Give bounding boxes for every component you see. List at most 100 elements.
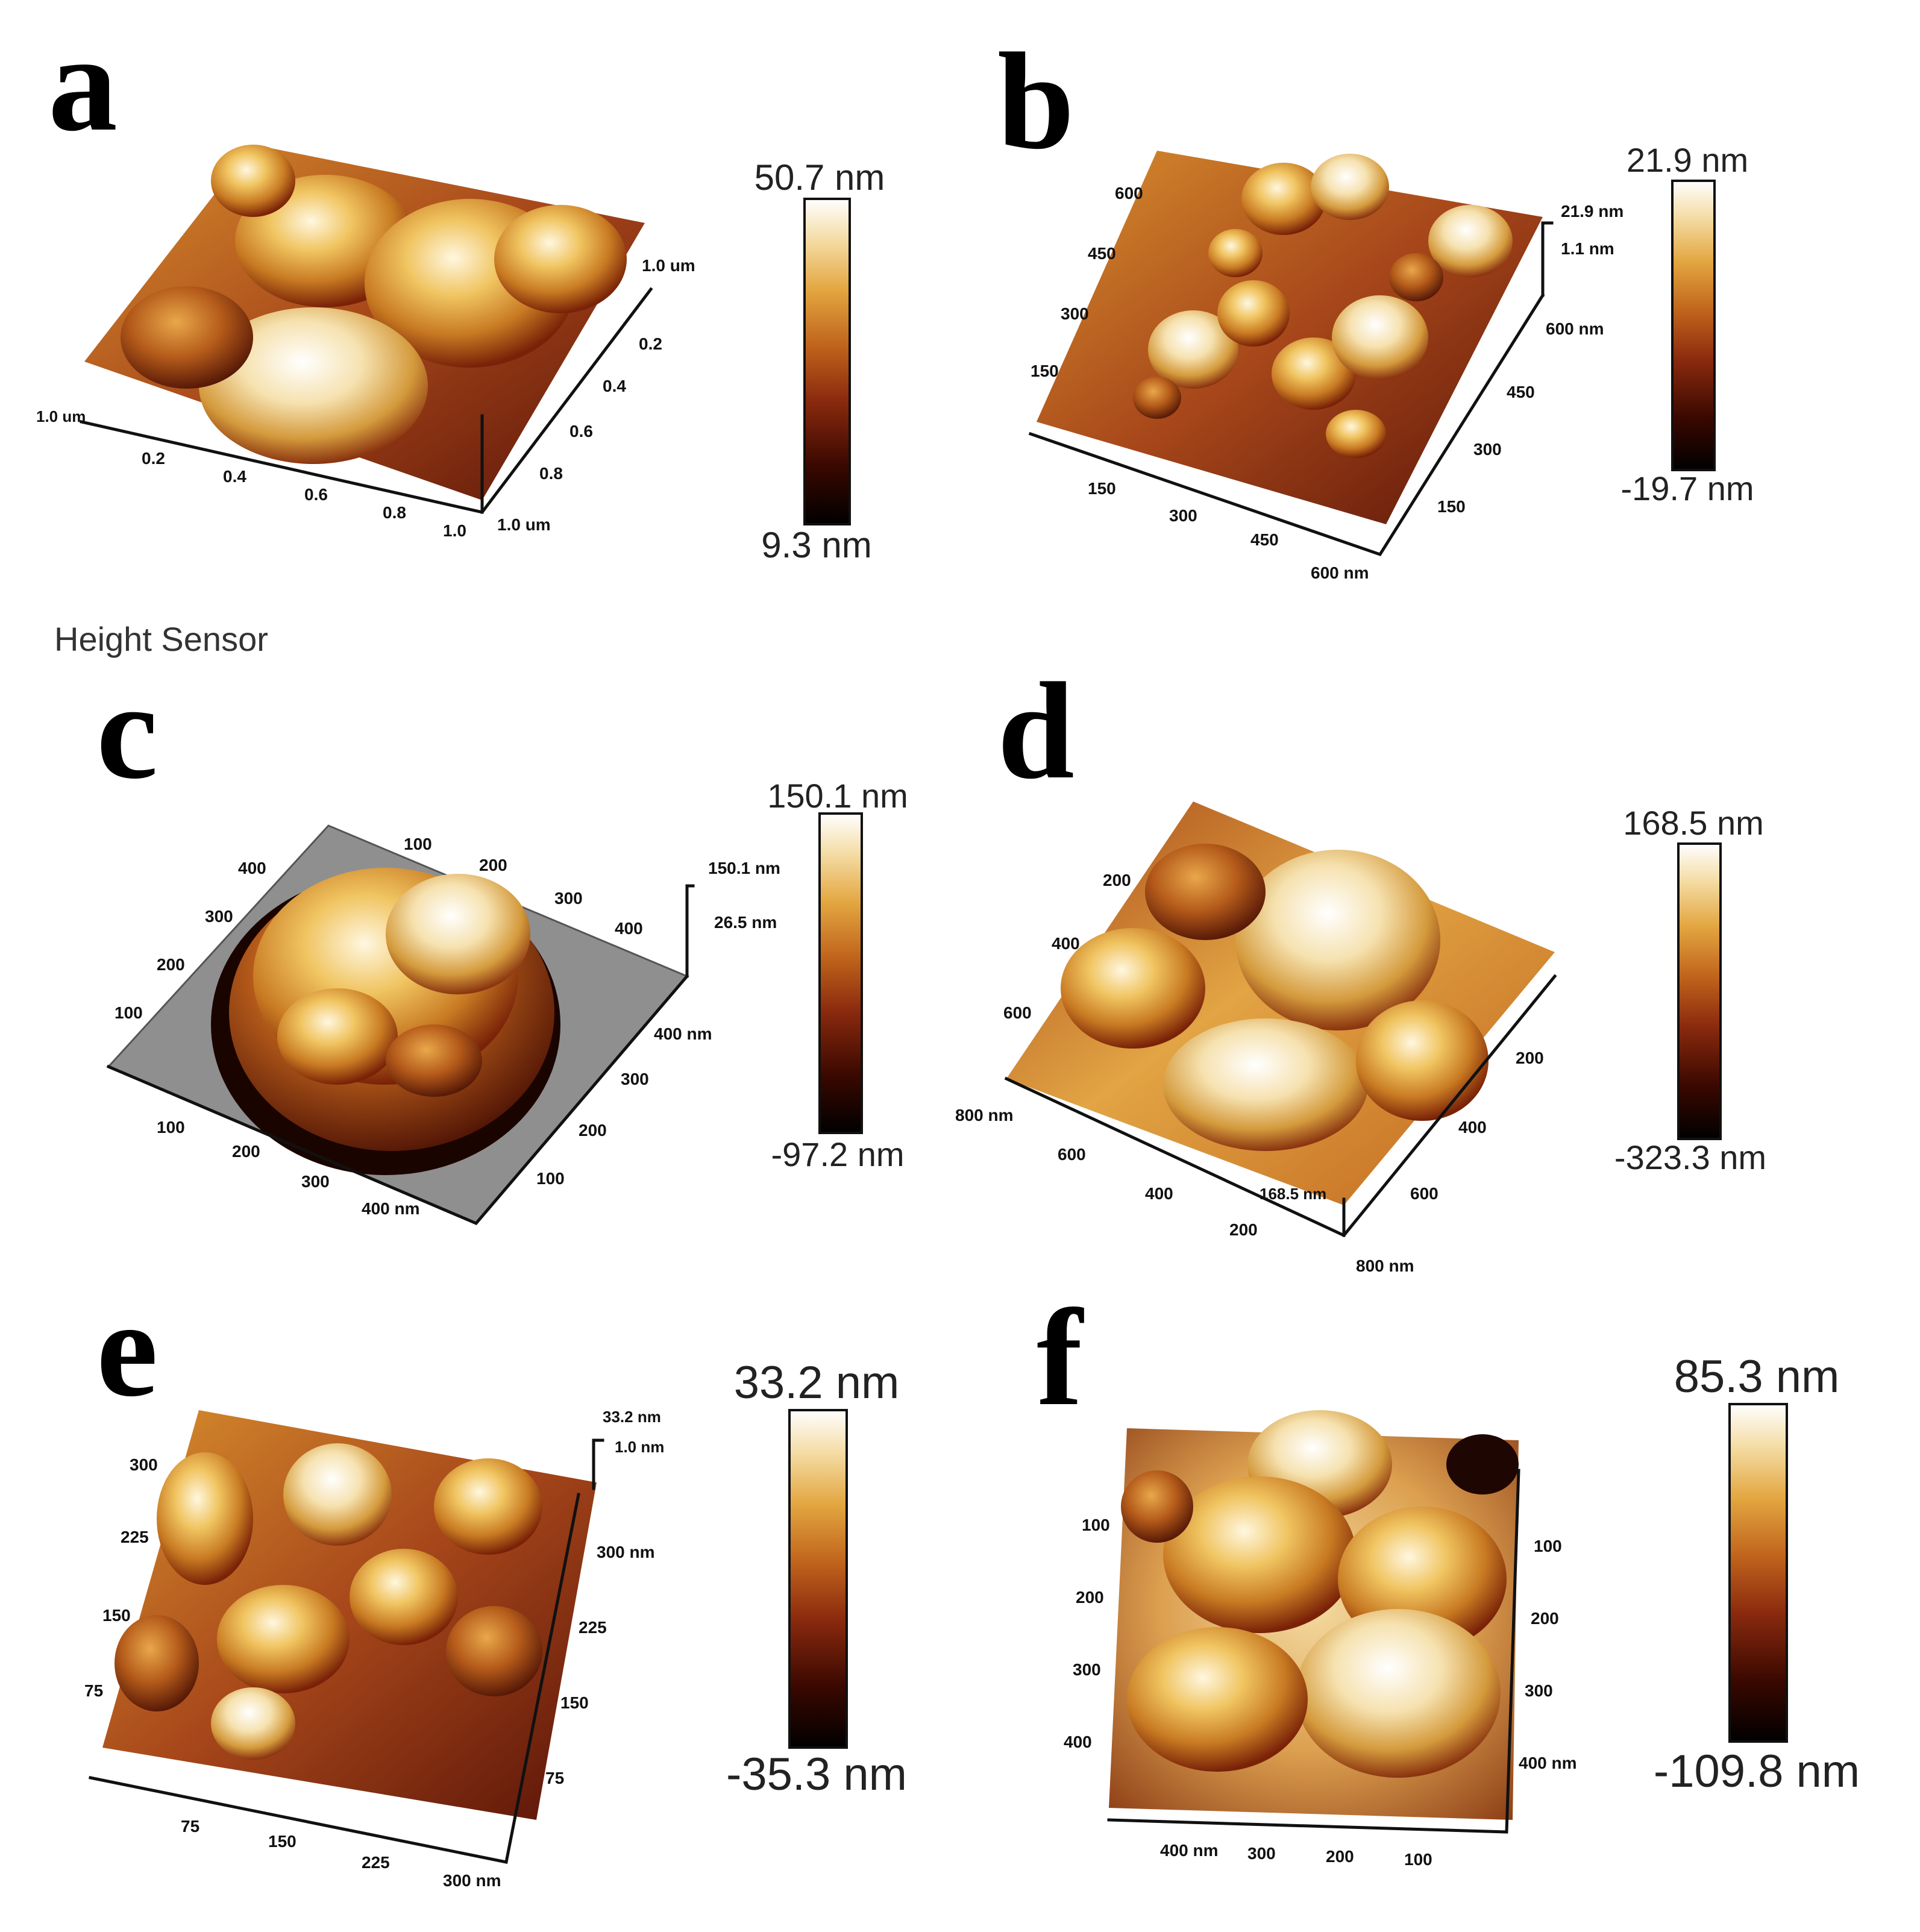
x-tick-f-2: 200 <box>1326 1847 1354 1866</box>
colorbar-max-e: 33.2 nm <box>734 1357 900 1408</box>
panel-c: c 100 200 300 400 400 300 200 100 100 20… <box>96 654 908 1226</box>
back-tick-c-2: 300 <box>554 889 583 908</box>
left-tick-c-3: 400 <box>238 859 266 877</box>
panel-f: f 100 200 300 400 100 200 300 400 nm 400… <box>1037 1281 1860 1869</box>
x-tick-c-0: 100 <box>157 1118 185 1137</box>
x-tick-f-1: 300 <box>1247 1844 1276 1863</box>
x-tick-d-0: 200 <box>1229 1220 1258 1239</box>
corner-left-label-a: 1.0 um <box>36 407 86 425</box>
colorbar-min-d: -323.3 nm <box>1614 1138 1766 1176</box>
left-tick-c-1: 200 <box>157 955 185 974</box>
y-tick-c-3: 400 nm <box>654 1024 712 1043</box>
colorbar-c: 150.1 nm -97.2 nm <box>767 777 908 1173</box>
axes-d <box>1004 974 1557 1238</box>
x-tick-f-3: 100 <box>1404 1850 1432 1869</box>
left-tick-e-1: 150 <box>102 1606 131 1625</box>
x-tick-a-2: 0.6 <box>304 485 328 504</box>
x-tick-b-3: 600 nm <box>1311 563 1369 582</box>
y-tick-e-0: 75 <box>545 1769 564 1787</box>
colorbar-a: 50.7 nm 9.3 nm <box>755 157 885 565</box>
y-tick-f-0: 100 <box>1534 1537 1562 1555</box>
y-tick-a-1: 0.4 <box>603 377 626 395</box>
colorbar-d: 168.5 nm -323.3 nm <box>1614 804 1766 1176</box>
left-tick-b-0: 150 <box>1031 362 1059 380</box>
colorbar-max-a: 50.7 nm <box>755 157 885 198</box>
y-tick-c-2: 300 <box>621 1070 649 1088</box>
back-tick-c-3: 400 <box>615 919 643 938</box>
left-tick-b-1: 300 <box>1061 304 1089 323</box>
panel-letter-e: e <box>96 1272 158 1425</box>
left-tick-f-0: 100 <box>1082 1516 1110 1534</box>
y-tick-a-0: 0.2 <box>639 334 662 353</box>
panel-letter-a: a <box>48 6 118 160</box>
colorbar-max-c: 150.1 nm <box>767 777 908 815</box>
left-tick-d-1: 400 <box>1052 934 1080 953</box>
y-tick-b-2: 450 <box>1507 383 1535 401</box>
surface-d <box>1006 801 1555 1205</box>
x-tick-e-0: 75 <box>181 1817 199 1836</box>
surface-e <box>102 1410 597 1820</box>
y-tick-f-1: 200 <box>1531 1609 1559 1628</box>
axes-a <box>80 287 653 514</box>
panel-letter-d: d <box>997 654 1075 808</box>
x-tick-e-2: 225 <box>362 1853 390 1872</box>
axes-f <box>1107 1469 1520 1834</box>
z-scale-max-b: 21.9 nm <box>1561 202 1624 221</box>
z-scale-min-c: 26.5 nm <box>714 913 777 932</box>
panel-letter-c: c <box>96 654 158 808</box>
panel-a: a 1.0 um 0.2 0.4 0.6 0.8 1.0 0.2 0.4 0.6… <box>36 6 885 565</box>
z-label-d: 168.5 nm <box>1260 1185 1326 1203</box>
colorbar-b: 21.9 nm -19.7 nm <box>1621 141 1754 507</box>
left-tick-f-3: 400 <box>1064 1733 1092 1751</box>
x-tick-b-0: 150 <box>1088 479 1116 498</box>
y-tick-b-1: 300 <box>1473 440 1502 459</box>
panel-letter-f: f <box>1037 1281 1084 1434</box>
y-tick-c-0: 100 <box>536 1169 565 1188</box>
left-tick-d-0: 200 <box>1103 871 1131 889</box>
colorbar-f: 85.3 nm -109.8 nm <box>1654 1351 1860 1797</box>
x-tick-e-3: 300 nm <box>443 1871 501 1890</box>
x-tick-c-2: 300 <box>301 1172 330 1191</box>
x-tick-d-3: 800 nm <box>955 1106 1014 1124</box>
x-tick-a-1: 0.4 <box>223 467 246 486</box>
axes-e <box>89 1438 604 1864</box>
colorbar-max-d: 168.5 nm <box>1623 804 1764 842</box>
left-tick-d-2: 600 <box>1003 1003 1032 1022</box>
x-tick-a-4: 1.0 <box>443 521 466 540</box>
axes-c <box>106 884 695 1226</box>
left-tick-f-1: 200 <box>1076 1588 1104 1607</box>
y-tick-b-0: 150 <box>1437 497 1466 516</box>
x-tick-e-1: 150 <box>268 1832 296 1851</box>
axes-b <box>1028 221 1554 557</box>
colorbar-max-b: 21.9 nm <box>1627 141 1748 179</box>
colorbar-min-c: -97.2 nm <box>771 1135 905 1173</box>
back-tick-c-1: 200 <box>479 856 507 874</box>
x-tick-c-1: 200 <box>232 1142 260 1161</box>
left-tick-c-2: 300 <box>205 907 233 926</box>
left-tick-c-0: 100 <box>115 1003 143 1022</box>
x-tick-c-3: 400 nm <box>362 1199 420 1218</box>
x-tick-f-0: 400 nm <box>1160 1841 1219 1860</box>
x-tick-a-0: 0.2 <box>142 449 165 468</box>
left-tick-e-0: 75 <box>84 1681 103 1700</box>
panel-letter-b: b <box>997 24 1075 178</box>
x-tick-d-2: 600 <box>1058 1145 1086 1164</box>
y-tick-c-1: 200 <box>579 1121 607 1140</box>
colorbar-min-b: -19.7 nm <box>1621 469 1754 507</box>
left-tick-b-2: 450 <box>1088 244 1116 263</box>
colorbar-e: 33.2 nm -35.3 nm <box>726 1357 907 1800</box>
height-sensor-label: Height Sensor <box>54 620 268 658</box>
colorbar-min-e: -35.3 nm <box>726 1749 907 1800</box>
y-tick-f-2: 300 <box>1525 1681 1553 1700</box>
surface-b <box>1037 151 1543 524</box>
panel-e: e 300 225 150 75 75 150 225 300 nm 75 15… <box>84 1272 907 1890</box>
surface-a <box>84 145 645 500</box>
back-tick-c-0: 100 <box>404 835 432 853</box>
x-tick-b-2: 450 <box>1250 530 1279 549</box>
panel-d: d 200 400 600 800 nm 600 400 200 168.5 n… <box>955 654 1766 1275</box>
left-tick-e-2: 225 <box>121 1528 149 1546</box>
left-tick-b-3: 600 <box>1115 184 1143 202</box>
y-tick-f-3: 400 nm <box>1519 1754 1577 1772</box>
surface-f <box>1109 1410 1519 1820</box>
